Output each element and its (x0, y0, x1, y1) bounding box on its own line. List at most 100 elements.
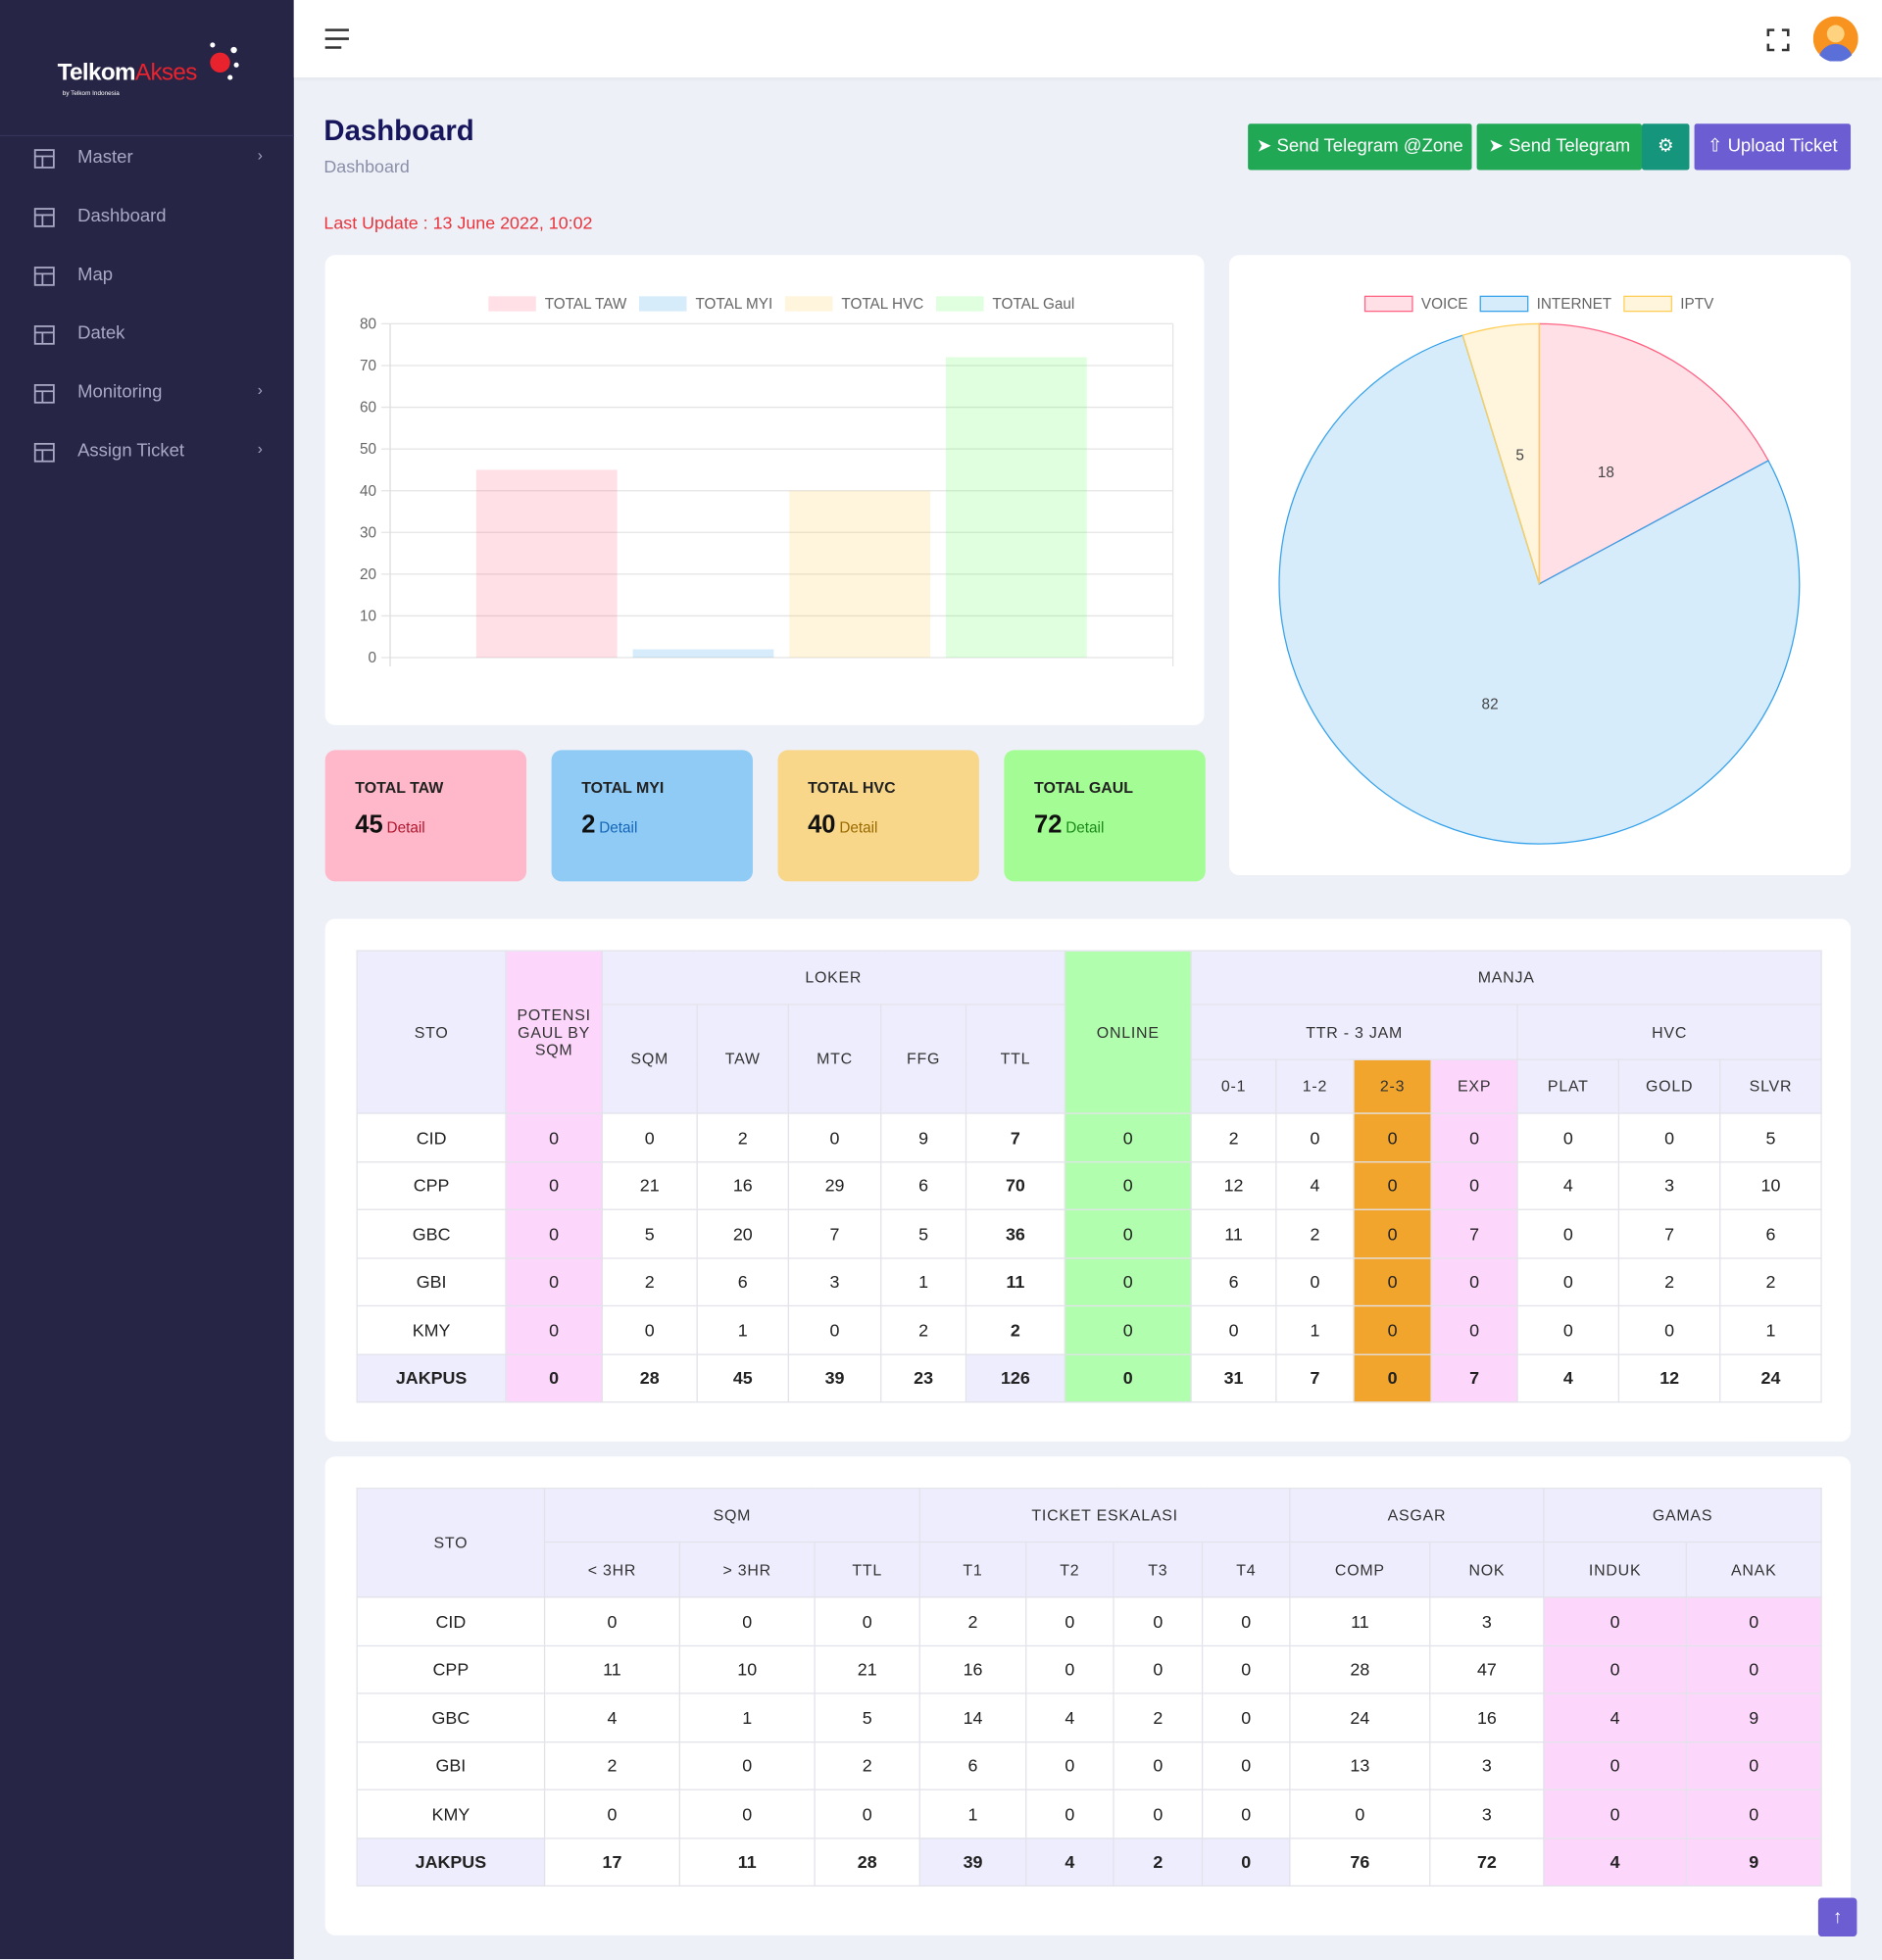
nav-item[interactable]: Assign Ticket › (0, 425, 294, 484)
table-cell: 0 (1064, 1160, 1192, 1210)
y-tick-label: 50 (360, 441, 376, 458)
table-cell: 16 (696, 1160, 789, 1210)
settings-button[interactable]: ⚙ (1641, 123, 1690, 171)
table-cell: 16 (918, 1644, 1027, 1694)
table-cell: 24 (1719, 1352, 1822, 1403)
detail-link[interactable]: Detail (599, 818, 638, 837)
table-cell: 0 (1685, 1740, 1822, 1790)
fullscreen-button[interactable] (1765, 27, 1791, 53)
table-cell: 11 (1289, 1596, 1431, 1646)
table-cell: 0 (1617, 1304, 1721, 1355)
table-cell: JAKPUS (356, 1837, 546, 1887)
table-cell: 7 (1430, 1352, 1518, 1403)
nav-label: Master (77, 147, 133, 168)
table-cell: CPP (356, 1644, 546, 1694)
nav-item[interactable]: Monitoring › (0, 367, 294, 425)
menu-toggle[interactable] (323, 27, 351, 50)
legend: VOICE INTERNET IPTV (1363, 295, 1714, 313)
send-telegram-button[interactable]: ➤ Send Telegram (1476, 123, 1642, 171)
table-cell: 0 (505, 1256, 603, 1307)
nav-item[interactable]: Datek (0, 308, 294, 367)
upload-ticket-button[interactable]: ⇧ Upload Ticket (1694, 123, 1852, 171)
table-cell: 0 (1113, 1788, 1204, 1838)
y-tick-label: 20 (360, 566, 376, 583)
stat-value: 2 Detail (581, 811, 637, 840)
table-cell: 0 (601, 1304, 698, 1355)
table-cell: 70 (965, 1160, 1065, 1210)
table-cell: GBC (356, 1208, 507, 1258)
header-cell: EXP (1430, 1058, 1518, 1114)
bar (475, 469, 618, 659)
table-cell: 17 (543, 1837, 680, 1887)
table-cell: 39 (918, 1837, 1027, 1887)
icon-shape (34, 214, 54, 226)
table-cell: 0 (1543, 1596, 1687, 1646)
header-cell: MTC (787, 1004, 882, 1114)
detail-link[interactable]: Detail (839, 818, 878, 837)
nav-item[interactable]: Master › (0, 131, 294, 190)
table-cell: 5 (601, 1208, 698, 1258)
table-cell: 0 (505, 1352, 603, 1403)
legend-swatch (639, 296, 687, 312)
y-tick-label: 40 (360, 483, 376, 500)
table-cell: 5 (880, 1208, 967, 1258)
table-cell: 0 (1685, 1788, 1822, 1838)
table-cell: 0 (1353, 1160, 1432, 1210)
scroll-top-button[interactable]: ↑ (1817, 1897, 1857, 1937)
nav-item[interactable]: Dashboard (0, 190, 294, 249)
avatar[interactable] (1812, 16, 1858, 62)
table-cell: 2 (814, 1740, 920, 1790)
legend-swatch (1623, 295, 1673, 313)
nav-item[interactable]: Map (0, 249, 294, 308)
legend-label: VOICE (1421, 296, 1468, 313)
table-cell: 31 (1190, 1352, 1277, 1403)
table-cell: 9 (1685, 1692, 1822, 1742)
header-cell: SQM (543, 1488, 920, 1544)
stat-title: TOTAL GAUL (1034, 778, 1134, 797)
header-cell: TTL (814, 1541, 920, 1598)
header-cell: SLVR (1719, 1058, 1822, 1114)
table-cell: 0 (543, 1596, 680, 1646)
table-cell: 5 (814, 1692, 920, 1742)
table-cell: 0 (1201, 1644, 1291, 1694)
table-cell: JAKPUS (356, 1352, 507, 1403)
stat-title: TOTAL HVC (808, 778, 896, 797)
table-cell: 72 (1429, 1837, 1545, 1887)
icon-shape (33, 384, 55, 404)
detail-link[interactable]: Detail (386, 818, 425, 837)
table-cell: 4 (1516, 1352, 1620, 1403)
table-cell: 2 (880, 1304, 967, 1355)
header-cell: 0-1 (1190, 1058, 1277, 1114)
table-row: CPP 11 10 21 16 0 0 0 28 47 0 0 (356, 1644, 1822, 1694)
table-cell: 3 (787, 1256, 882, 1307)
table-cell: 24 (1289, 1692, 1431, 1742)
header-cell: STO (356, 1488, 546, 1598)
sidebar: TelkomAkses by Telkom Indonesia Master › Da… (0, 0, 294, 1960)
table-row: GBC 0 5 20 7 5 36 0 11 2 0 7 0 7 6 (356, 1208, 1822, 1258)
table-cell: 0 (1516, 1112, 1620, 1162)
pie-slice (1278, 334, 1801, 845)
table-cell: 4 (543, 1692, 680, 1742)
table-cell: 13 (1289, 1740, 1431, 1790)
table-cell: 7 (965, 1112, 1065, 1162)
detail-link[interactable]: Detail (1065, 818, 1105, 837)
nav-icon (33, 149, 55, 169)
table-cell: 0 (505, 1160, 603, 1210)
logo-telkom: Telkom (57, 60, 136, 87)
icon-shape (33, 325, 55, 345)
nav-label: Monitoring (77, 382, 163, 403)
table-cell: 0 (1516, 1256, 1620, 1307)
table-cell: 0 (601, 1112, 698, 1162)
table-cell: 16 (1429, 1692, 1545, 1742)
send-telegram-zone-button[interactable]: ➤ Send Telegram @Zone (1248, 123, 1472, 171)
y-tick-label: 30 (360, 524, 376, 541)
table-cell: 0 (505, 1208, 603, 1258)
table-cell: 2 (696, 1112, 789, 1162)
table-cell: 4 (1025, 1837, 1114, 1887)
table-cell: 1 (678, 1692, 816, 1742)
header-cell: < 3HR (543, 1541, 680, 1598)
header-cell: T2 (1025, 1541, 1114, 1598)
table-cell: 0 (787, 1112, 882, 1162)
table-cell: 6 (1719, 1208, 1822, 1258)
